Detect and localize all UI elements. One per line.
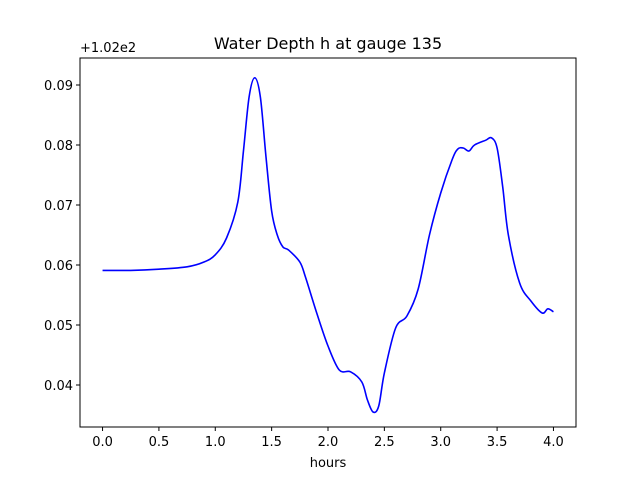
y-tick-label: 0.06 <box>44 259 73 274</box>
y-offset-label: +1.02e2 <box>80 41 136 56</box>
x-tick-label: 1.5 <box>261 435 282 450</box>
x-tick-label: 1.0 <box>205 435 226 450</box>
data-series-line-0 <box>102 77 554 414</box>
y-tick-label: 0.05 <box>44 319 73 334</box>
y-tick-label: 0.07 <box>44 199 73 214</box>
x-tick-label: 3.0 <box>430 435 451 450</box>
plot-area: 0.0 0.5 1.0 1.5 2.0 2.5 3.0 3.5 4.0 0.04 0.05 0.06 0… <box>44 57 577 450</box>
x-tick-label: 0.0 <box>92 435 113 450</box>
x-axis-label: hours <box>310 456 347 471</box>
x-tick-label: 2.5 <box>374 435 395 450</box>
y-tick-label: 0.09 <box>44 79 73 94</box>
y-tick-label: 0.08 <box>44 139 73 154</box>
y-tick-label: 0.04 <box>44 379 73 394</box>
x-tick-label: 0.5 <box>149 435 170 450</box>
x-tick-label: 4.0 <box>543 435 564 450</box>
chart-title: Water Depth h at gauge 135 <box>214 34 442 53</box>
x-tick-label: 2.0 <box>318 435 339 450</box>
x-tick-label: 3.5 <box>487 435 508 450</box>
